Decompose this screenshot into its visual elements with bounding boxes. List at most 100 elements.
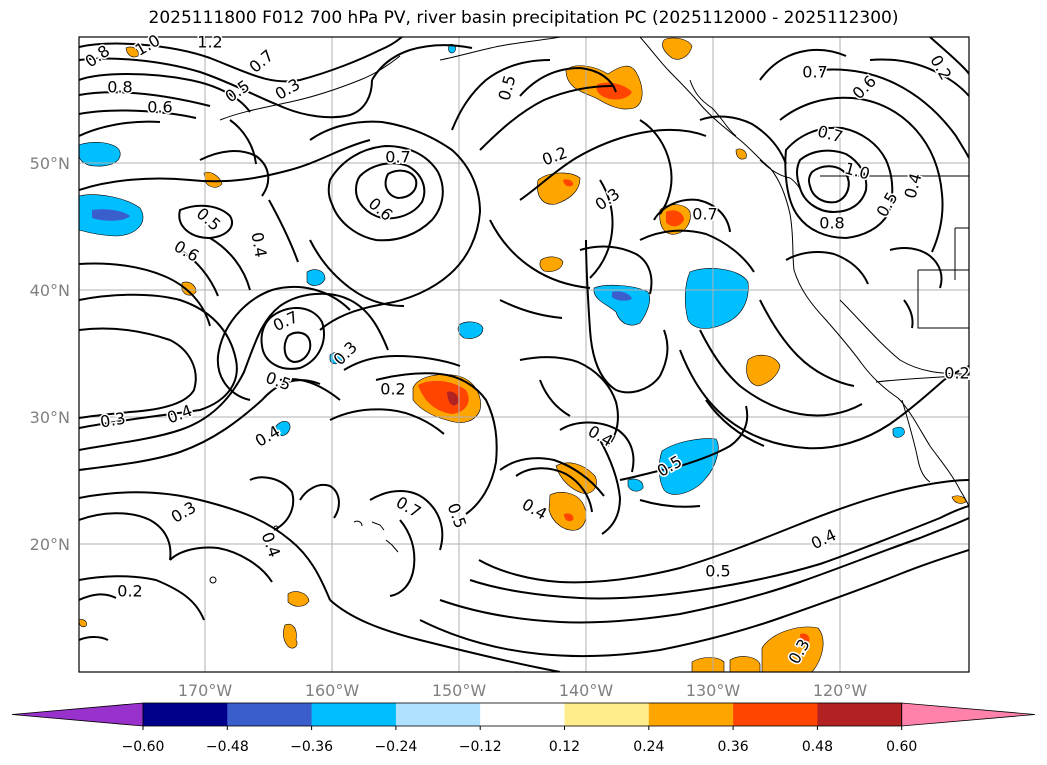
- contour-label: 0.5: [873, 189, 902, 221]
- colorbar: −0.60 −0.48 −0.36 −0.24 −0.12 0.12 0.24 0.36 0.4…: [11, 702, 1036, 755]
- colorbar-swatch: [817, 703, 902, 726]
- islands: [209, 520, 399, 584]
- contour-label: 0.5: [444, 500, 471, 530]
- contour-label: 0.4: [519, 495, 551, 524]
- contour-label: 0.4: [258, 529, 285, 559]
- neg-area-subtropic: [658, 438, 719, 495]
- contour-label: 0.5: [222, 76, 254, 106]
- neg-area-small-1: [306, 269, 326, 286]
- neg-area-central: [457, 321, 484, 339]
- neg-area-west-2-core: [92, 209, 130, 221]
- neg-area-ne-pacific: [593, 284, 651, 326]
- colorbar-tick-label: −0.12: [459, 739, 502, 755]
- pos-area-small-f: [79, 619, 87, 628]
- colorbar-extend-high: [901, 702, 1036, 727]
- contour-label: 1.0: [843, 159, 873, 184]
- colorbar-tick-label: −0.24: [374, 739, 417, 755]
- contour-label: 0.8: [819, 214, 844, 233]
- contour-label: 0.2: [944, 364, 969, 383]
- contour-label: 0.7: [816, 122, 846, 147]
- pos-area-small-c: [181, 281, 197, 296]
- contour-label: 0.5: [705, 562, 730, 581]
- map-frame: [78, 36, 970, 673]
- colorbar-swatch: [143, 703, 228, 726]
- lat-label-40n: 40°N: [30, 281, 70, 300]
- colorbar-tick-label: 0.36: [718, 739, 749, 755]
- pos-area-south-2-core: [800, 633, 810, 644]
- lon-label-170w: 170°W: [178, 681, 233, 700]
- contour-label: 0.8: [107, 78, 132, 97]
- contour-label: 0.6: [365, 194, 397, 225]
- map-title: 2025111800 F012 700 hPa PV, river basin …: [148, 8, 899, 28]
- contour-label: 0.6: [147, 98, 172, 117]
- colorbar-tick-label: 0.12: [549, 739, 580, 755]
- pos-area-small-d: [287, 591, 310, 607]
- pos-area-south-3: [729, 656, 761, 672]
- contour-label: 0.4: [247, 231, 270, 259]
- colorbar-swatch: [395, 703, 481, 726]
- pos-area-central-core: [418, 380, 469, 414]
- pos-area-mid-1: [537, 172, 581, 205]
- pv-contours: [79, 37, 969, 672]
- contour-label: 0.6: [171, 237, 203, 266]
- pos-area-sw-1: [555, 462, 597, 494]
- colorbar-tick-label: −0.60: [122, 739, 165, 755]
- colorbar-tick-label: 0.48: [802, 739, 833, 755]
- colorbar-swatch: [480, 703, 565, 726]
- neg-area-small-4: [892, 426, 905, 438]
- lat-label-50n: 50°N: [30, 154, 70, 173]
- pos-area-sw-2-core: [564, 513, 574, 522]
- contour-label: 0.4: [901, 171, 926, 201]
- precip-shading: [79, 37, 967, 672]
- contour-label: 0.3: [99, 408, 127, 431]
- colorbar-frame: [142, 702, 903, 727]
- pos-area-mid-2-core: [666, 210, 684, 227]
- pos-area-small-a: [539, 256, 564, 272]
- contour-label: 0.5: [495, 73, 520, 103]
- colorbar-swatch: [311, 703, 397, 726]
- colorbar-swatch: [648, 703, 734, 726]
- neg-area-small-2: [275, 421, 291, 437]
- lon-label-120w: 120°W: [813, 681, 868, 700]
- pos-area-small-g: [735, 148, 747, 160]
- contour-label: 0.7: [385, 148, 410, 167]
- pos-area-mid-1-core: [563, 179, 574, 187]
- longitude-labels: 170°W 160°W 150°W 140°W 130°W 120°W: [178, 681, 868, 700]
- neg-area-small-3: [627, 478, 644, 492]
- contour-label: 0.4: [164, 401, 194, 428]
- colorbar-tick-label: 0.60: [886, 739, 917, 755]
- contour-label: 0.7: [393, 493, 425, 522]
- lon-label-160w: 160°W: [305, 681, 360, 700]
- latitude-labels: 50°N 40°N 30°N 20°N: [30, 154, 70, 554]
- pos-area-pnw-coast: [662, 37, 693, 60]
- contour-label: 0.3: [168, 498, 200, 527]
- neg-area-ne-pacific-core: [612, 291, 632, 301]
- lon-label-150w: 150°W: [432, 681, 487, 700]
- colorbar-extend-low: [11, 702, 144, 727]
- contour-label: 0.7: [692, 205, 717, 224]
- pos-area-small-i: [125, 46, 139, 58]
- contour-label: 1.2: [197, 33, 222, 52]
- pos-area-small-b: [203, 171, 223, 188]
- contour-labels: 0.8 1.0 1.20.70.80.60.5 0.3 0.50.70.60.20.3 0…: [80, 29, 971, 669]
- colorbar-tick-label: −0.48: [206, 739, 249, 755]
- pos-area-baja: [746, 354, 781, 387]
- pos-area-south-1: [691, 657, 725, 672]
- neg-area-west-1: [79, 142, 121, 167]
- contour-label: 0.3: [592, 184, 624, 214]
- colorbar-tick-label: 0.24: [633, 739, 664, 755]
- colorbar-swatch: [227, 703, 312, 726]
- lat-label-30n: 30°N: [30, 408, 70, 427]
- contour-label: 0.7: [802, 63, 827, 82]
- colorbar-swatch: [564, 703, 650, 726]
- lon-label-140w: 140°W: [559, 681, 614, 700]
- lon-label-130w: 130°W: [686, 681, 741, 700]
- colorbar-swatch: [733, 703, 818, 726]
- contour-label: 0.7: [246, 46, 278, 77]
- contour-label: 0.2: [380, 380, 405, 399]
- lat-label-20n: 20°N: [30, 535, 70, 554]
- neg-area-offshore-ca: [684, 268, 749, 329]
- pos-area-small-h: [951, 495, 967, 504]
- contour-label: 0.2: [117, 582, 142, 601]
